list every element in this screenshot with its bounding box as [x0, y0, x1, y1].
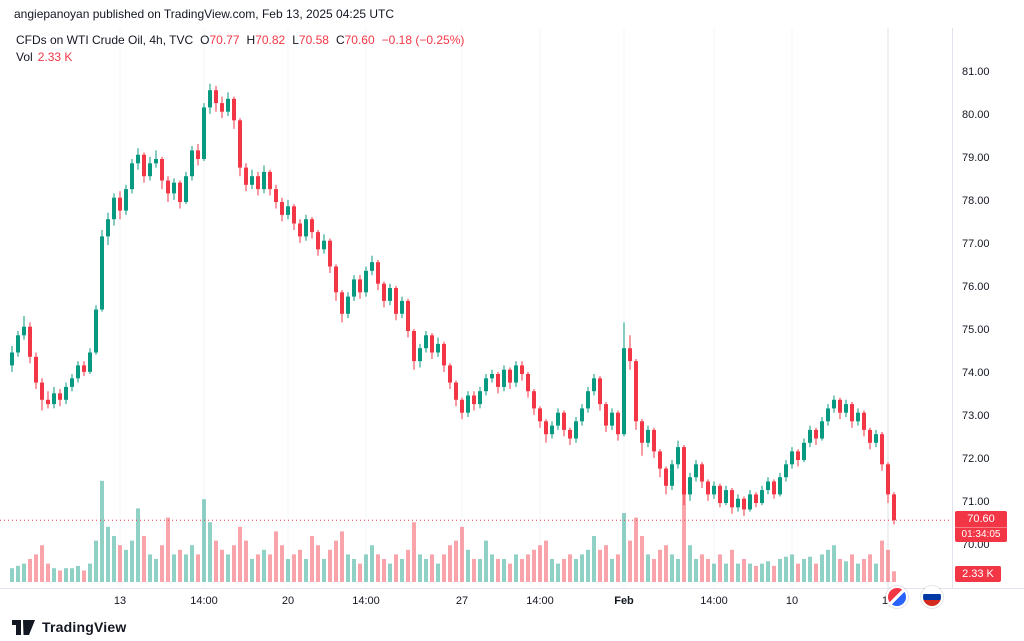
open-value: 70.77 [209, 33, 240, 47]
tradingview-wordmark: TradingView [42, 619, 127, 635]
price-tick: 74.00 [962, 367, 990, 379]
last-price-chip: 70.60 01:34:05 [955, 511, 1007, 543]
time-tick: 14:00 [190, 595, 218, 607]
low-label: L [292, 33, 299, 47]
symbol-title[interactable]: CFDs on WTI Crude Oil, 4h, TVC [16, 33, 194, 47]
chart-legend: CFDs on WTI Crude Oil, 4h, TVC O70.77 H70.… [16, 32, 464, 66]
publisher-line: angiepanoyan published on TradingView.co… [14, 7, 395, 21]
high-value: 70.82 [255, 33, 286, 47]
candlestick-chart[interactable] [0, 28, 952, 588]
high-label: H [246, 33, 256, 47]
volume-label: Vol [16, 50, 33, 64]
change-value: −0.18 (−0.25%) [381, 33, 465, 47]
price-tick: 76.00 [962, 281, 990, 293]
time-tick: 20 [281, 595, 295, 607]
tradingview-logo-icon [12, 619, 35, 635]
price-axis[interactable]: 70.60 01:34:05 2.33 K 81.00 80.00 79.00 78.… [952, 28, 1024, 588]
chart-pane[interactable]: CFDs on WTI Crude Oil, 4h, TVC O70.77 H70.… [0, 28, 952, 608]
time-tick: 14:00 [352, 595, 380, 607]
close-value: 70.60 [344, 33, 375, 47]
last-price-value: 70.60 [967, 513, 995, 526]
legend-row-symbol: CFDs on WTI Crude Oil, 4h, TVC O70.77 H70.… [16, 32, 464, 49]
time-tick: Feb [614, 595, 634, 607]
reaction-flag-icon-2[interactable] [921, 586, 943, 608]
tradingview-attribution[interactable]: TradingView [12, 616, 126, 638]
low-value: 70.58 [298, 33, 329, 47]
price-tick: 80.00 [962, 109, 990, 121]
bar-countdown: 01:34:05 [955, 527, 1007, 542]
reaction-flag-icon-1[interactable] [886, 586, 908, 608]
time-tick: 10 [785, 595, 799, 607]
price-tick: 73.00 [962, 410, 990, 422]
price-tick: 72.00 [962, 453, 990, 465]
time-tick: 13 [113, 595, 127, 607]
price-tick: 71.00 [962, 496, 990, 508]
time-tick: 27 [455, 595, 469, 607]
close-label: C [335, 33, 345, 47]
time-tick: 14:00 [526, 595, 554, 607]
price-tick: 79.00 [962, 152, 990, 164]
price-tick: 81.00 [962, 66, 990, 78]
open-label: O [200, 33, 210, 47]
price-tick: 78.00 [962, 195, 990, 207]
volume-value: 2.33 K [37, 50, 73, 64]
price-tick: 77.00 [962, 238, 990, 250]
legend-row-volume: Vol 2.33 K [16, 49, 464, 66]
volume-badge: 2.33 K [955, 566, 1001, 582]
price-tick: 75.00 [962, 324, 990, 336]
time-tick: 14:00 [700, 595, 728, 607]
